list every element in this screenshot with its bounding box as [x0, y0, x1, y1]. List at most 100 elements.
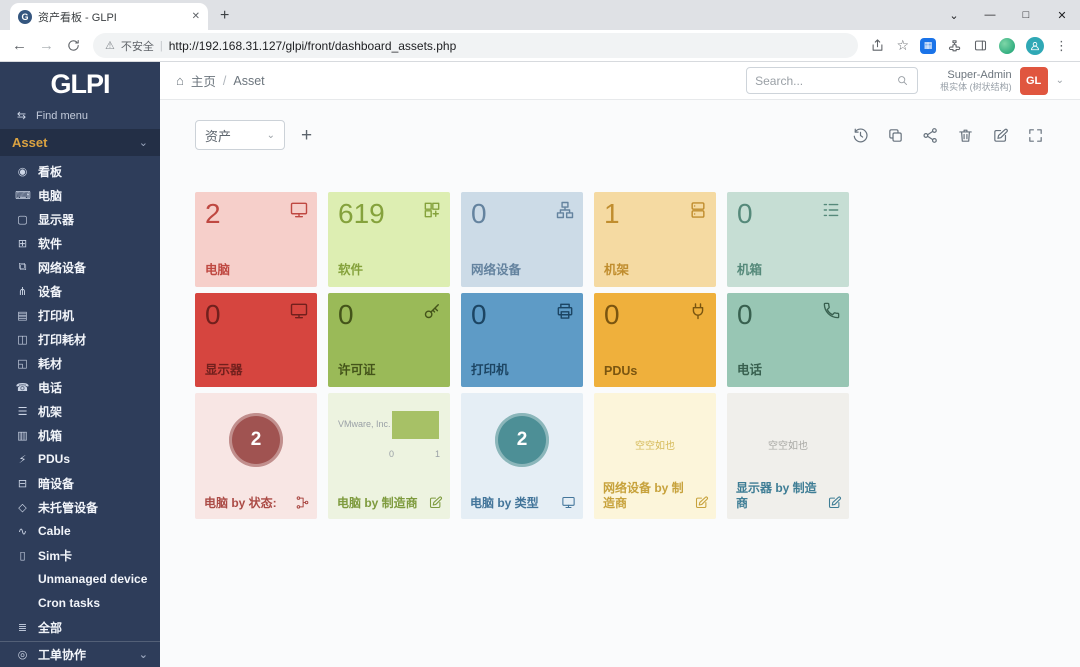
edit-icon[interactable]	[992, 127, 1009, 144]
window-maximize-button[interactable]: □	[1022, 9, 1030, 21]
assistance-icon: ◎	[17, 649, 28, 661]
chart-title: 网络设备 by 制造商	[603, 481, 684, 510]
chevron-down-icon: ⌄	[138, 649, 148, 661]
window-close-button[interactable]: ✕	[1057, 9, 1067, 22]
bar	[392, 411, 439, 439]
breadcrumb-current[interactable]: Asset	[233, 73, 265, 88]
new-tab-button[interactable]: +	[220, 7, 230, 24]
security-label[interactable]: 不安全	[120, 40, 154, 53]
counter-card-network-devices[interactable]: 0 网络设备	[461, 192, 583, 287]
chart-title: 电脑 by 类型	[470, 496, 539, 510]
glpi-logo[interactable]: GLPI	[0, 62, 160, 106]
sidebar-item-label: 未托管设备	[38, 500, 99, 515]
search-input[interactable]	[755, 73, 891, 88]
edit-icon[interactable]	[428, 495, 443, 510]
counter-card-software[interactable]: 619 软件	[328, 192, 450, 287]
counter-card-racks[interactable]: 1 机架	[594, 192, 716, 287]
sidebar-item-simcard[interactable]: ▯ Sim卡	[0, 543, 160, 567]
extension-green-icon[interactable]	[999, 37, 1015, 54]
add-dashboard-button[interactable]: +	[301, 124, 313, 146]
security-warning-icon[interactable]: ⚠	[105, 40, 115, 52]
history-icon[interactable]	[852, 127, 869, 144]
monitor-icon[interactable]	[561, 495, 576, 510]
fullscreen-icon[interactable]	[1027, 127, 1044, 144]
dashboard-select[interactable]: 资产 ⌄	[195, 120, 285, 150]
sidebar-item-label: PDUs	[38, 452, 71, 466]
glpi-app: GLPI ⇆ Find menu Asset ⌄ ◉ 看板 ⌨ 电脑 ▢ 显示器 ⊞ 软…	[0, 62, 1080, 667]
printer-icon	[555, 301, 575, 321]
url-text[interactable]: http://192.168.31.127/glpi/front/dashboa…	[168, 38, 457, 53]
chart-card-computers-by-manufacturer[interactable]: VMware, Inc. 0 1 电脑 by 制造商	[328, 393, 450, 519]
tab-close-icon[interactable]: ✕	[191, 11, 200, 22]
tab-search-icon[interactable]: ⌄	[949, 9, 959, 22]
chart-card-monitors-by-manufacturer[interactable]: 空空如也 显示器 by 制造商	[727, 393, 849, 519]
counter-card-computers[interactable]: 2 电脑	[195, 192, 317, 287]
extensions-puzzle-icon[interactable]	[947, 38, 962, 53]
sidebar-section-asset[interactable]: Asset ⌄	[0, 129, 160, 156]
browser-profile-avatar[interactable]	[1026, 36, 1044, 55]
sidebar-item-monitors[interactable]: ▢ 显示器	[0, 207, 160, 231]
sidebar-item-label: 打印耗材	[38, 332, 87, 347]
sidebar-item-racks[interactable]: ☰ 机架	[0, 399, 160, 423]
sidebar-item-cron-tasks[interactable]: Cron tasks	[0, 591, 160, 615]
share-page-icon[interactable]	[870, 38, 885, 53]
chart-card-network-by-manufacturer[interactable]: 空空如也 网络设备 by 制造商	[594, 393, 716, 519]
chart-card-computers-by-type[interactable]: 2 电脑 by 类型	[461, 393, 583, 519]
sidebar-item-label: 打印机	[38, 308, 75, 323]
counter-card-licenses[interactable]: 0 许可证	[328, 293, 450, 387]
sidebar-item-dashboard[interactable]: ◉ 看板	[0, 159, 160, 183]
sidebar-item-network-devices[interactable]: ⧉ 网络设备	[0, 255, 160, 279]
sidebar-item-enclosures[interactable]: ▥ 机箱	[0, 423, 160, 447]
sidebar-item-unmanaged-device[interactable]: Unmanaged device	[0, 567, 160, 591]
browser-tab[interactable]: G 资产看板 - GLPI ✕	[10, 3, 208, 30]
side-panel-icon[interactable]	[973, 38, 988, 53]
browser-menu-icon[interactable]: ⋮	[1055, 37, 1068, 53]
printer-icon: ▤	[17, 309, 28, 322]
counter-label: 显示器	[205, 363, 243, 377]
sidebar-item-cartridges[interactable]: ◫ 打印耗材	[0, 327, 160, 351]
sidebar-item-computers[interactable]: ⌨ 电脑	[0, 183, 160, 207]
find-menu-label: Find menu	[36, 109, 88, 122]
clone-icon[interactable]	[887, 127, 904, 144]
sidebar-item-software[interactable]: ⊞ 软件	[0, 231, 160, 255]
sidebar-item-consumables[interactable]: ◱ 耗材	[0, 351, 160, 375]
sidebar-item-pdus[interactable]: ⚡ PDUs	[0, 447, 160, 471]
counter-card-enclosures[interactable]: 0 机箱	[727, 192, 849, 287]
sidebar-item-devices[interactable]: ⋔ 设备	[0, 279, 160, 303]
chart-card-computers-by-status[interactable]: 2 电脑 by 状态:	[195, 393, 317, 519]
reload-button[interactable]	[66, 38, 81, 53]
counter-card-pdus[interactable]: 0 PDUs	[594, 293, 716, 387]
sidebar-section-assistance[interactable]: ◎ 工单协作 ⌄	[0, 641, 160, 667]
window-minimize-button[interactable]: —	[984, 9, 996, 21]
home-icon[interactable]: ⌂	[176, 73, 184, 88]
sidebar-item-printers[interactable]: ▤ 打印机	[0, 303, 160, 327]
sidebar-item-label: 软件	[38, 236, 63, 251]
counter-card-phones[interactable]: 0 电话	[727, 293, 849, 387]
sidebar-item-all[interactable]: ≣ 全部	[0, 615, 160, 639]
sidebar-item-phones[interactable]: ☎ 电话	[0, 375, 160, 399]
status-icon[interactable]	[295, 495, 310, 510]
bookmark-star-icon[interactable]: ☆	[896, 37, 909, 53]
trash-icon[interactable]	[957, 127, 974, 144]
avatar[interactable]: GL	[1019, 66, 1048, 95]
user-menu[interactable]: Super-Admin 根实体 (树状结构) GL ⌄	[940, 66, 1064, 95]
sidebar-item-cable[interactable]: ∿ Cable	[0, 519, 160, 543]
counter-card-monitors[interactable]: 0 显示器	[195, 293, 317, 387]
counter-card-printers[interactable]: 0 打印机	[461, 293, 583, 387]
forward-button[interactable]: →	[39, 37, 54, 54]
edit-icon[interactable]	[694, 495, 709, 510]
sidebar-item-unmanaged-devices[interactable]: ◇ 未托管设备	[0, 495, 160, 519]
search-icon[interactable]	[896, 74, 909, 87]
share-icon[interactable]	[922, 127, 939, 144]
find-menu[interactable]: ⇆ Find menu	[0, 106, 160, 129]
extension-blue-icon[interactable]: ▦	[920, 37, 936, 54]
back-button[interactable]: ←	[12, 37, 27, 54]
sidebar-item-label: 电话	[38, 380, 63, 395]
bar-chart: VMware, Inc. 0 1	[336, 409, 442, 461]
edit-icon[interactable]	[827, 495, 842, 510]
sidebar-item-label: 耗材	[38, 356, 63, 371]
breadcrumb-home[interactable]: 主页	[190, 75, 216, 89]
sidebar-item-passive-devices[interactable]: ⊟ 暗设备	[0, 471, 160, 495]
global-search	[746, 67, 919, 94]
url-bar[interactable]: ⚠ 不安全 | http://192.168.31.127/glpi/front…	[93, 33, 859, 58]
